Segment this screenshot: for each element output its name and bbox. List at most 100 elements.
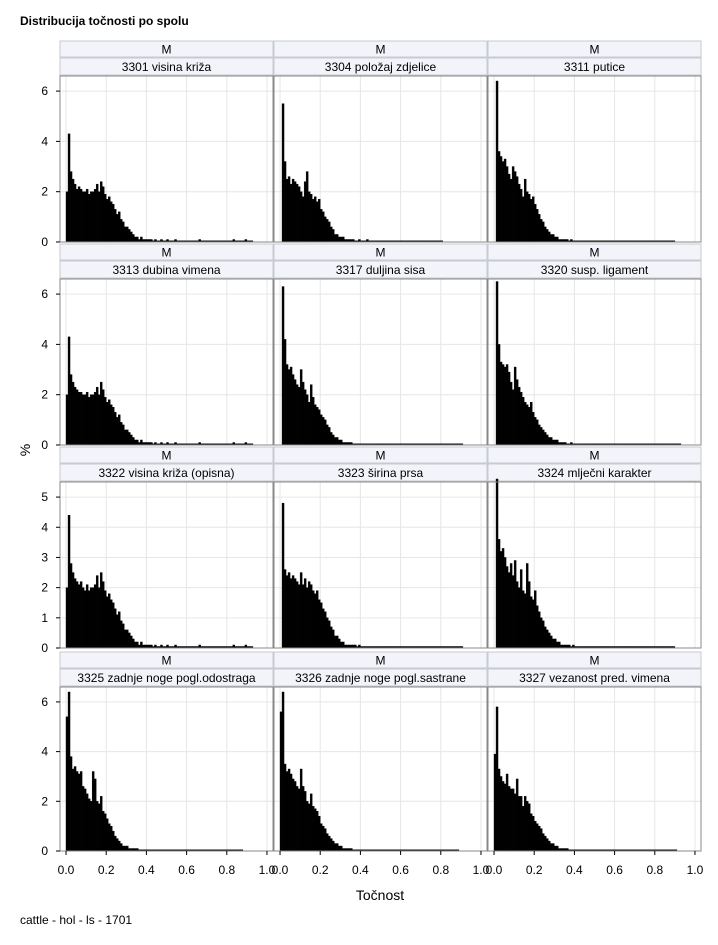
histogram-bar [536, 605, 539, 649]
histogram-bar [67, 515, 71, 649]
histogram-bar [556, 439, 559, 446]
histogram-bar [112, 830, 115, 852]
histogram-bar [313, 196, 317, 243]
histogram-bar [120, 422, 123, 446]
histogram-bar [324, 611, 327, 649]
histogram-bar [132, 638, 135, 649]
histogram-bar [77, 391, 81, 446]
histogram-bar [556, 845, 559, 852]
histogram-bar [285, 575, 289, 649]
histogram-bar [513, 171, 517, 243]
histogram-bar [328, 835, 331, 852]
histogram-bar [552, 439, 555, 446]
histogram-bar [67, 691, 71, 852]
histogram-bar [81, 786, 85, 852]
histogram-bar [77, 773, 81, 852]
histogram-bar [287, 369, 291, 446]
histogram-bar [340, 236, 343, 243]
panel-trait-label: 3323 širina prsa [338, 466, 424, 480]
histogram-bar [326, 219, 329, 243]
histogram-bar [320, 414, 323, 446]
panel-trait-label: 3311 putice [564, 60, 625, 74]
histogram-bar [122, 845, 125, 852]
histogram-bar [303, 389, 307, 446]
histogram-bar [550, 437, 553, 446]
histogram-bar [313, 808, 317, 852]
panel-sex-label: M [376, 449, 386, 463]
histogram-bar [87, 397, 91, 446]
histogram-bar [114, 608, 117, 649]
histogram-bar [503, 366, 507, 446]
histogram-bar [546, 434, 549, 446]
histogram-bar [515, 778, 519, 852]
histogram-bar [101, 811, 105, 852]
histogram-bar [326, 833, 329, 852]
histogram-bar [503, 158, 507, 243]
histogram-bar [91, 771, 95, 852]
histogram-bar [544, 432, 547, 446]
histogram-bar [311, 397, 315, 446]
histogram-bar [505, 773, 509, 852]
panel-header-sex [273, 651, 488, 669]
histogram-bar [128, 229, 131, 243]
histogram-bar [503, 557, 507, 649]
histogram-bar [536, 823, 539, 852]
x-tick-label: 1.0 [687, 863, 704, 877]
histogram-bar [81, 587, 85, 649]
histogram-bar [509, 788, 513, 852]
histogram-bar [130, 231, 133, 243]
histogram-bar [501, 548, 505, 649]
histogram-bar [495, 281, 499, 446]
histogram-bar [120, 620, 123, 649]
histogram-bar [99, 381, 103, 446]
histogram-bar [507, 371, 511, 446]
histogram-bar [112, 204, 115, 243]
panel-header-trait [487, 463, 702, 482]
histogram-bar [338, 638, 341, 649]
histogram-bar [318, 199, 321, 243]
histogram-bar [79, 581, 83, 649]
histogram-bar [542, 833, 545, 852]
histogram-bar [497, 539, 501, 649]
histogram-bar [538, 214, 541, 243]
histogram-bar [334, 234, 337, 243]
histogram-bar [89, 191, 93, 243]
histogram-bar [297, 584, 301, 649]
panel-frame [59, 75, 274, 243]
panel-sex-label: M [162, 43, 172, 57]
histogram-bar [550, 843, 553, 852]
histogram-bar [122, 623, 125, 649]
histogram-bar [309, 384, 313, 446]
histogram-bar [303, 578, 307, 649]
histogram-bar [523, 796, 527, 852]
histogram-bar [281, 502, 285, 649]
histogram-bar [85, 391, 89, 446]
histogram-bar [122, 424, 125, 446]
histogram-bar [97, 394, 101, 446]
panel-header-sex [59, 40, 274, 58]
histogram-bar [104, 397, 107, 446]
x-tick-label: 0.8 [432, 863, 449, 877]
histogram-bar [126, 629, 129, 649]
histogram-bar [532, 816, 535, 852]
panel-header-trait [59, 463, 274, 482]
histogram-bar [77, 186, 81, 243]
histogram-bar [519, 569, 523, 649]
histogram-bar [65, 394, 69, 446]
panel-header-trait [487, 668, 702, 687]
histogram-bar [313, 593, 317, 649]
histogram-bar [320, 823, 323, 852]
histogram-bar [336, 843, 339, 852]
histogram-bar [285, 178, 289, 243]
y-tick-label: 3 [41, 550, 48, 564]
histogram-bar [556, 236, 559, 243]
x-axis-title: Točnost [356, 887, 404, 903]
histogram-bar [83, 590, 87, 649]
x-tick-label: 0.6 [178, 863, 195, 877]
histogram-bar [291, 778, 295, 852]
panel-trait-label: 3325 zadnje noge pogl.odostraga [77, 671, 255, 685]
histogram-bar [297, 386, 301, 446]
panel-sex-label: M [590, 246, 600, 260]
histogram-bar [305, 171, 309, 243]
histogram-bar [517, 386, 521, 446]
